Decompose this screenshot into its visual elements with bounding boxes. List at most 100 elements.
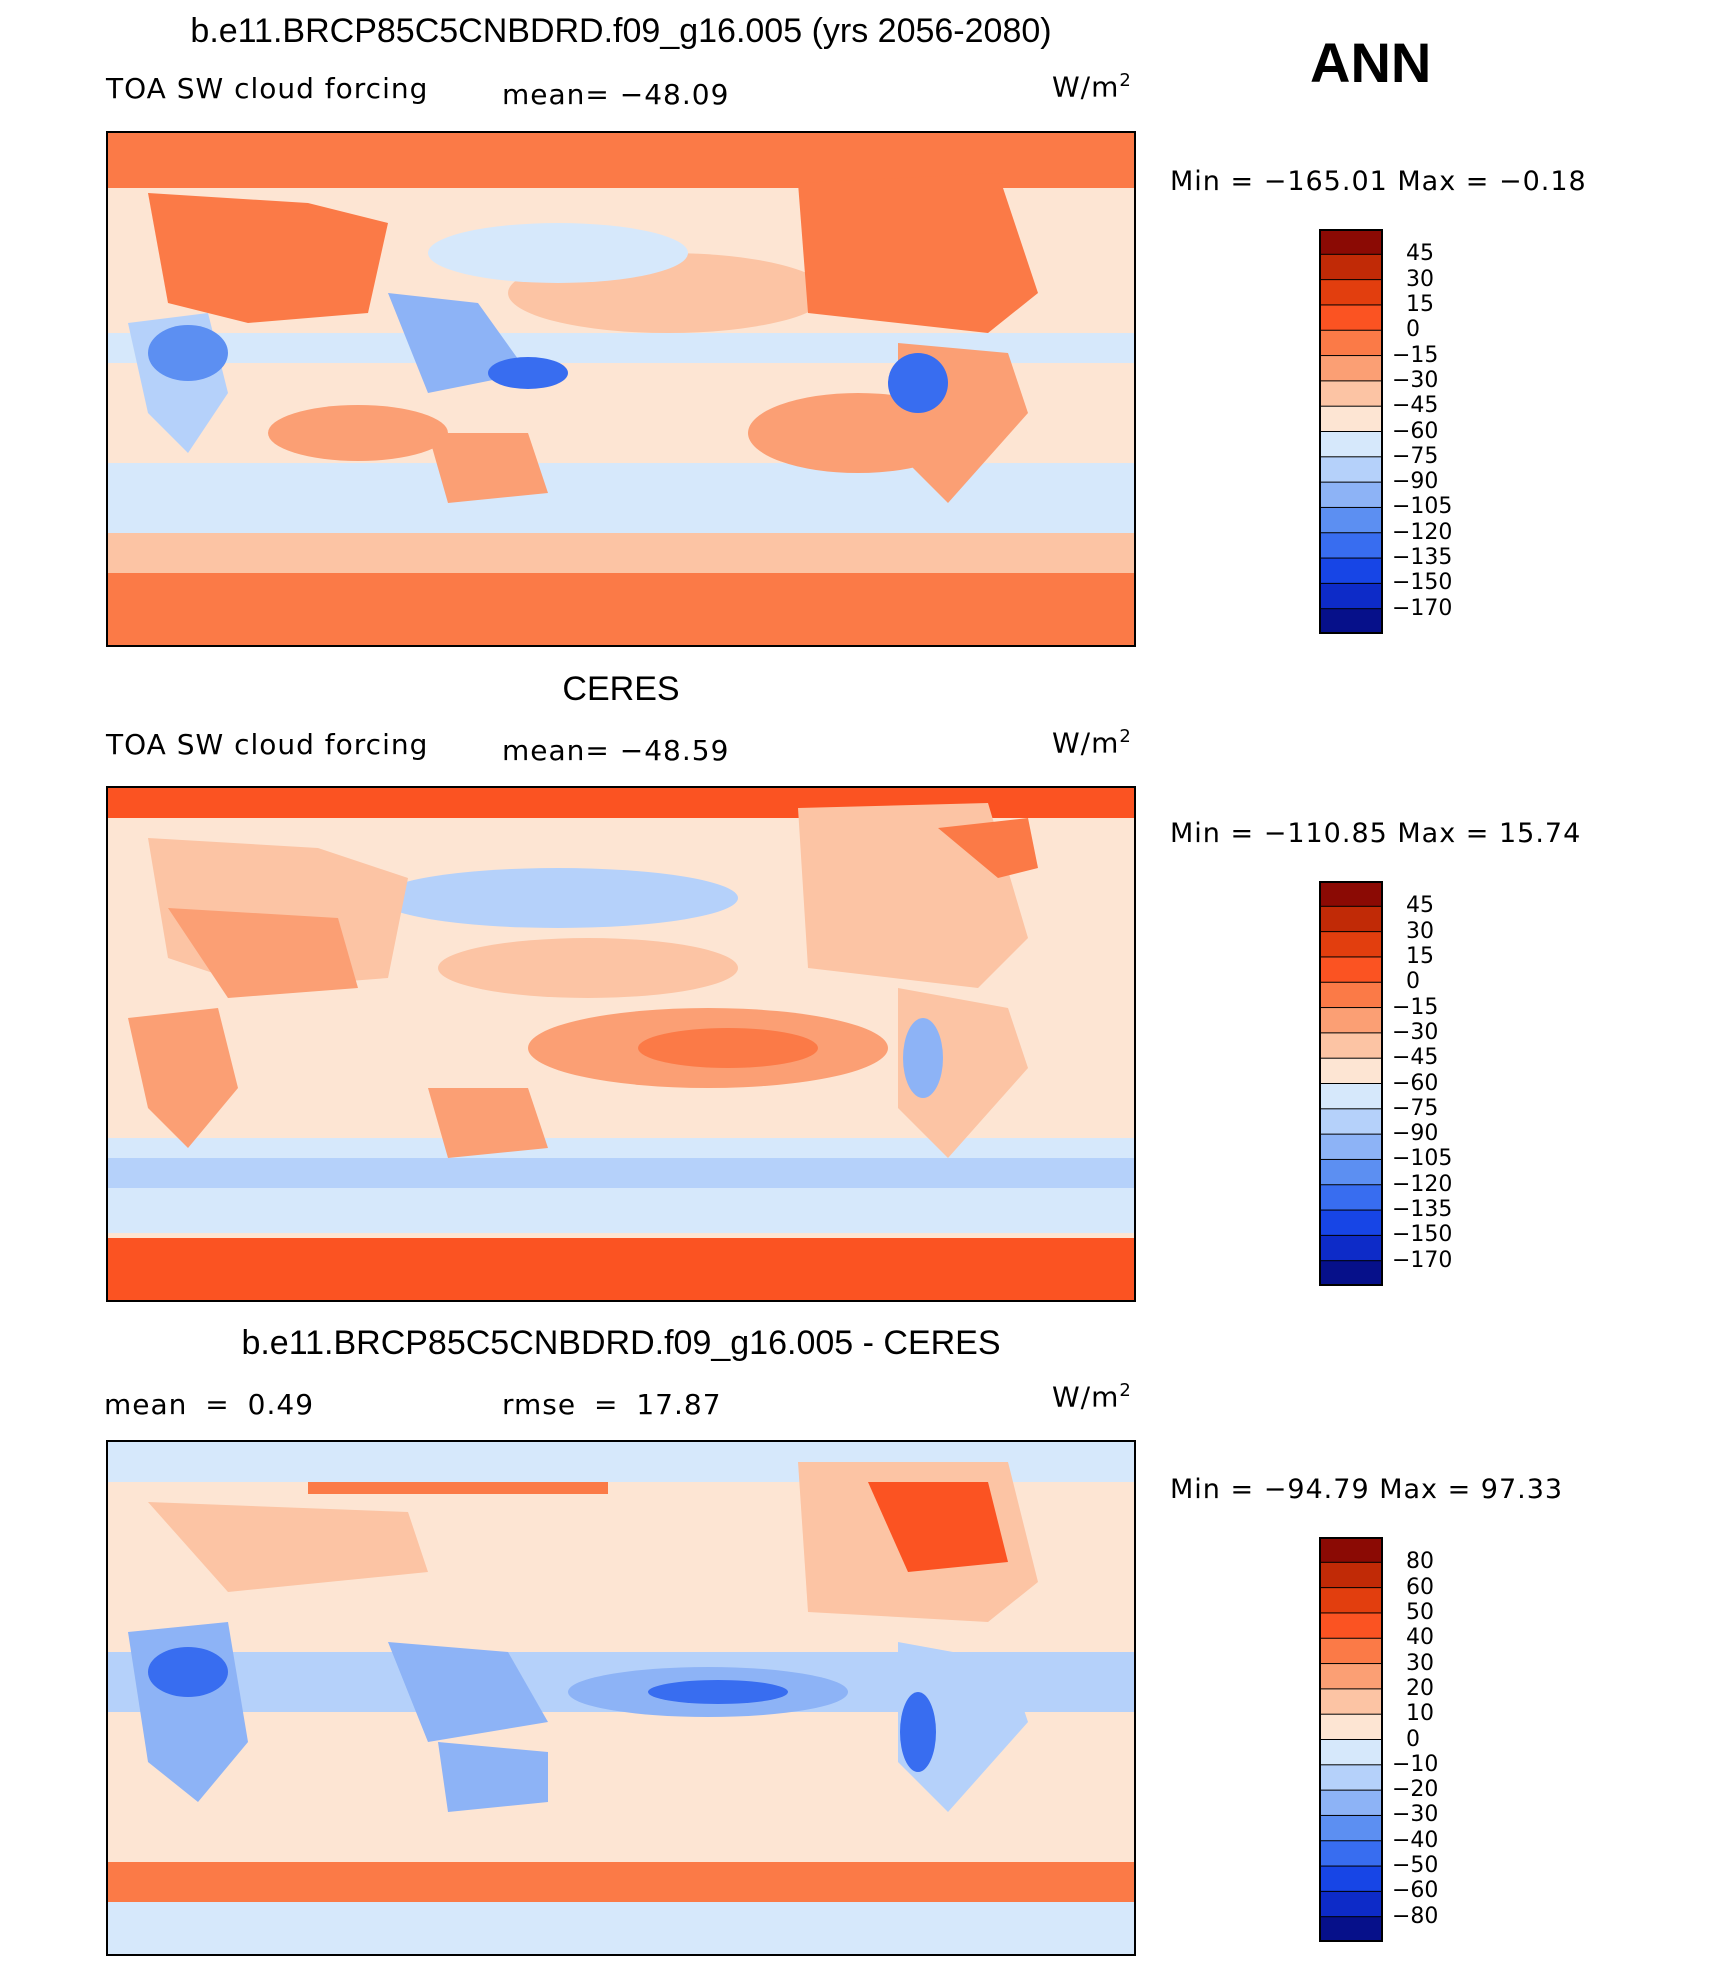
colorbar-swatch — [1319, 1032, 1383, 1060]
colorbar-tick-label: 0 — [1406, 969, 1420, 995]
panel-1-mean-label: mean= −48.09 — [502, 78, 730, 111]
colorbar-tick-label: −60 — [1392, 1878, 1439, 1904]
panel-1-min-max: Min = −165.01 Max = −0.18 — [1170, 166, 1587, 197]
colorbar-tick-label: 80 — [1406, 1549, 1434, 1575]
colorbar-swatch — [1319, 253, 1383, 281]
colorbar-swatch — [1319, 1158, 1383, 1186]
colorbar-swatch — [1319, 1814, 1383, 1842]
colorbar-tick-label: −120 — [1392, 519, 1453, 545]
colorbar-tick-label: −90 — [1392, 469, 1439, 495]
panel-1-variable-label: TOA SW cloud forcing — [106, 72, 429, 105]
colorbar-swatch — [1319, 1083, 1383, 1110]
colorbar-swatch — [1319, 1234, 1383, 1262]
panel-1-colorbar — [1319, 229, 1383, 634]
panel-3-colorbar-ticks: 80 60 50 40 30 20 10 0 −10 −20 −30 −40 −50 −60 −80 — [1392, 1537, 1518, 1957]
colorbar-tick-label: 40 — [1406, 1625, 1434, 1651]
panel-3-units: W/m2 — [1052, 1380, 1132, 1414]
colorbar-tick-label: 10 — [1406, 1701, 1434, 1727]
colorbar-swatch — [1319, 905, 1383, 933]
colorbar-swatch — [1319, 1612, 1383, 1640]
colorbar-swatch — [1319, 1789, 1383, 1817]
panel-2-min-max: Min = −110.85 Max = 15.74 — [1170, 818, 1582, 849]
colorbar-tick-label: 30 — [1406, 266, 1434, 292]
panel-1-units: W/m2 — [1052, 70, 1132, 104]
colorbar-swatch — [1319, 304, 1383, 332]
colorbar-tick-label: 30 — [1406, 918, 1434, 944]
colorbar-tick-label: −170 — [1392, 1247, 1453, 1273]
colorbar-tick-label: −80 — [1392, 1903, 1439, 1929]
colorbar-border — [1319, 881, 1383, 1286]
colorbar-tick-label: −120 — [1392, 1171, 1453, 1197]
colorbar-swatch — [1319, 1587, 1383, 1614]
colorbar-swatch — [1319, 329, 1383, 357]
colorbar-swatch — [1319, 1637, 1383, 1665]
colorbar-swatch — [1319, 1865, 1383, 1893]
colorbar-tick-label: 45 — [1406, 893, 1434, 919]
colorbar-swatch — [1319, 1840, 1383, 1868]
colorbar-swatch — [1319, 1537, 1383, 1564]
colorbar-tick-label: −75 — [1392, 1095, 1439, 1121]
colorbar-swatch — [1319, 1688, 1383, 1716]
colorbar-tick-label: −135 — [1392, 545, 1453, 571]
colorbar-tick-label: −40 — [1392, 1827, 1439, 1853]
colorbar-swatch — [1319, 355, 1383, 382]
colorbar-swatch — [1319, 582, 1383, 610]
colorbar-tick-label: −10 — [1392, 1751, 1439, 1777]
colorbar-border — [1319, 229, 1383, 634]
panel-2-colorbar — [1319, 881, 1383, 1286]
colorbar-swatch — [1319, 931, 1383, 958]
colorbar-tick-label: −20 — [1392, 1777, 1439, 1803]
colorbar-swatch — [1319, 1739, 1383, 1766]
colorbar-swatch — [1319, 1916, 1383, 1942]
colorbar-swatch — [1319, 1764, 1383, 1792]
colorbar-tick-label: −75 — [1392, 443, 1439, 469]
colorbar-swatch — [1319, 1890, 1383, 1918]
colorbar-tick-label: −45 — [1392, 1045, 1439, 1071]
colorbar-swatch — [1319, 456, 1383, 484]
panel-2-variable-label: TOA SW cloud forcing — [106, 728, 429, 761]
season-label: ANN — [1310, 31, 1432, 94]
panel-2-mean-label: mean= −48.59 — [502, 734, 730, 767]
colorbar-tick-label: −105 — [1392, 494, 1453, 520]
panel-3-min-max: Min = −94.79 Max = 97.33 — [1170, 1474, 1564, 1505]
panel-3-map — [106, 1440, 1136, 1956]
colorbar-tick-label: 15 — [1406, 943, 1434, 969]
colorbar-swatch — [1319, 1561, 1383, 1589]
panel-2-colorbar-ticks: 45 30 15 0 −15 −30 −45 −60 −75 −90 −105 −120 −135 −15… — [1392, 881, 1518, 1301]
colorbar-swatch — [1319, 881, 1383, 908]
panel-1-title: b.e11.BRCP85C5CNBDRD.f09_g16.005 (yrs 20… — [190, 12, 1052, 50]
colorbar-tick-label: 15 — [1406, 291, 1434, 317]
colorbar-tick-label: 45 — [1406, 241, 1434, 267]
colorbar-tick-label: −15 — [1392, 342, 1439, 368]
colorbar-swatch — [1319, 1108, 1383, 1136]
colorbar-tick-label: −30 — [1392, 1019, 1439, 1045]
colorbar-swatch — [1319, 229, 1383, 256]
colorbar-tick-label: −15 — [1392, 994, 1439, 1020]
colorbar-tick-label: −30 — [1392, 1802, 1439, 1828]
colorbar-tick-label: 30 — [1406, 1650, 1434, 1676]
colorbar-swatch — [1319, 481, 1383, 509]
colorbar-swatch — [1319, 956, 1383, 984]
colorbar-tick-label: −105 — [1392, 1146, 1453, 1172]
colorbar-tick-label: −90 — [1392, 1121, 1439, 1147]
colorbar-tick-label: 20 — [1406, 1675, 1434, 1701]
colorbar-tick-label: −150 — [1392, 1222, 1453, 1248]
colorbar-swatch — [1319, 981, 1383, 1009]
colorbar-swatch — [1319, 532, 1383, 560]
colorbar-swatch — [1319, 1260, 1383, 1286]
colorbar-tick-label: −50 — [1392, 1853, 1439, 1879]
colorbar-border — [1319, 1537, 1383, 1942]
panel-2-title: CERES — [562, 670, 680, 708]
colorbar-tick-label: −60 — [1392, 418, 1439, 444]
colorbar-tick-label: −150 — [1392, 570, 1453, 596]
colorbar-swatch — [1319, 1209, 1383, 1237]
colorbar-tick-label: −45 — [1392, 393, 1439, 419]
panel-3-rmse-label: rmse = 17.87 — [502, 1388, 722, 1421]
colorbar-swatch — [1319, 1007, 1383, 1034]
panel-2-units: W/m2 — [1052, 726, 1132, 760]
colorbar-swatch — [1319, 1663, 1383, 1690]
colorbar-swatch — [1319, 405, 1383, 433]
colorbar-tick-label: 0 — [1406, 1726, 1420, 1752]
colorbar-swatch — [1319, 1133, 1383, 1161]
panel-3-title: b.e11.BRCP85C5CNBDRD.f09_g16.005 - CERES — [241, 1324, 1001, 1362]
